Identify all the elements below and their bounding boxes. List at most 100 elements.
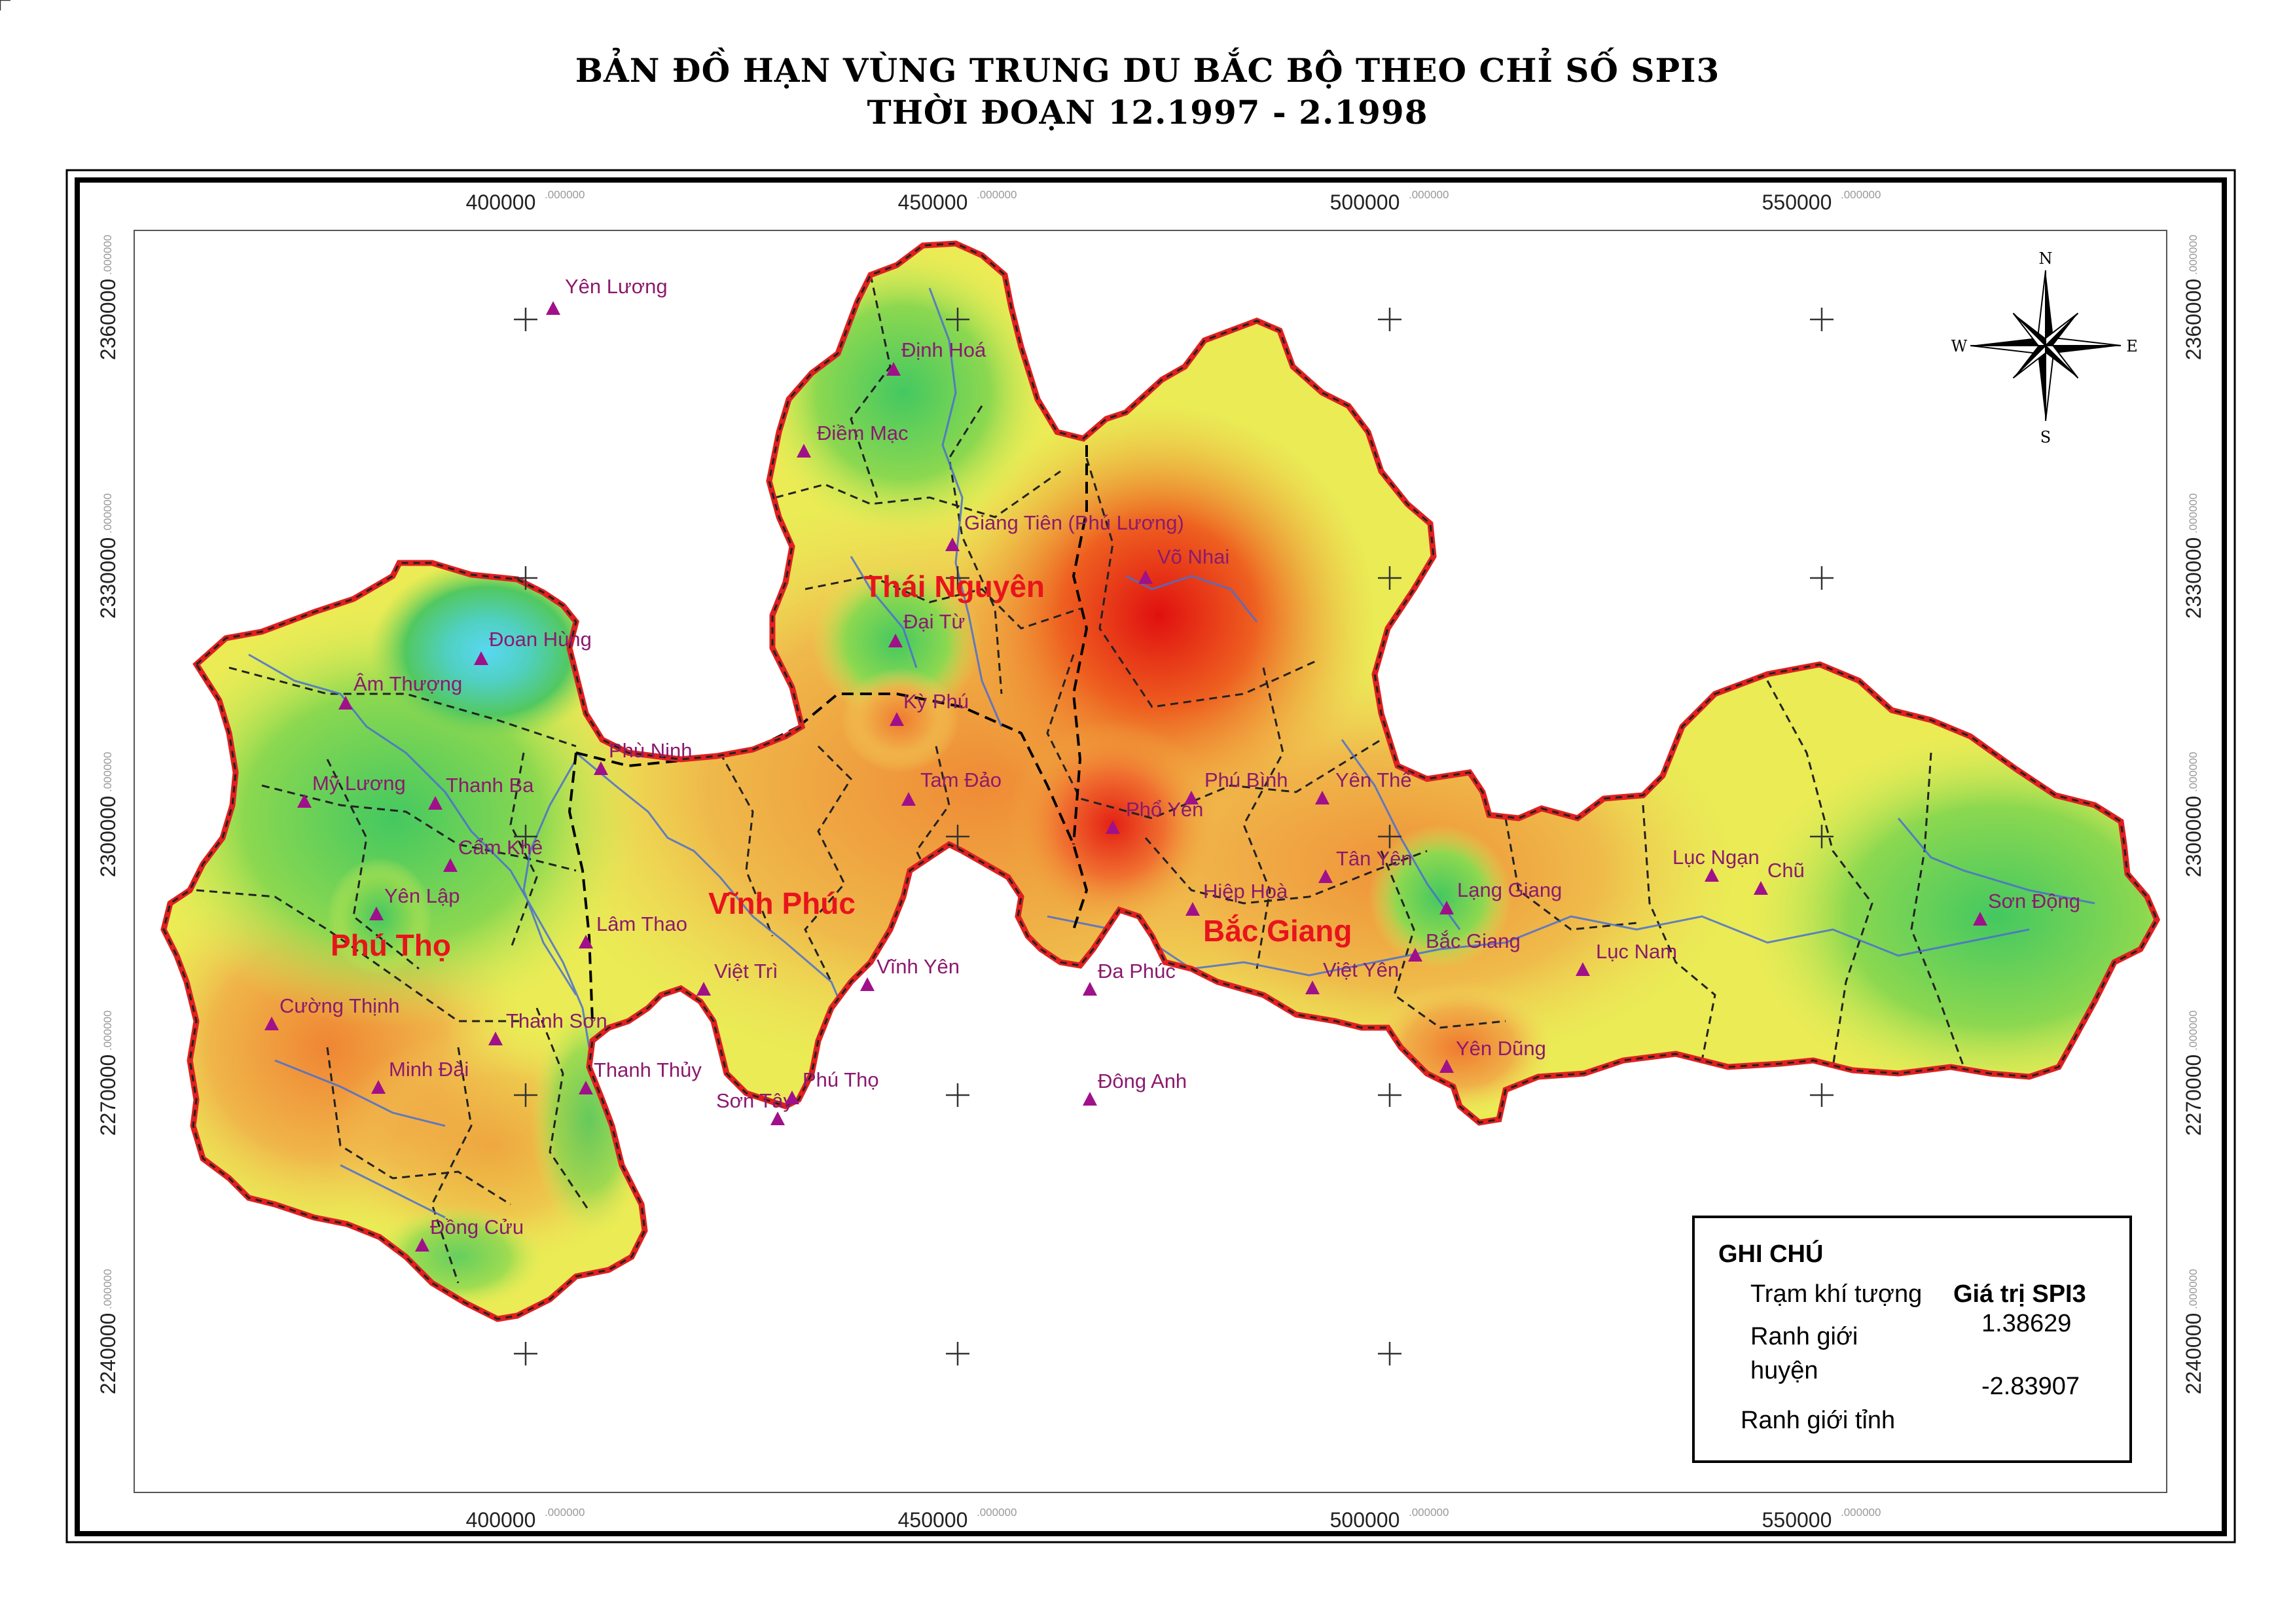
station-marker: Thanh Thủy (579, 1058, 702, 1094)
station-label: Âm Thượng (353, 672, 462, 695)
station-triangle-icon (888, 634, 903, 647)
map-title-line1: BẢN ĐỒ HẠN VÙNG TRUNG DU BẮC BỘ THEO CHỈ… (575, 51, 1720, 90)
legend-spi-title: Giá trị SPI3 (1953, 1280, 2086, 1308)
province-label-phu-tho: Phú Thọ (331, 928, 451, 962)
station-triangle-icon (1083, 1092, 1097, 1106)
station-triangle-icon (945, 537, 960, 551)
y-suffix-left-4: .000000 (101, 1011, 114, 1051)
station-marker: Cẩm Khê (443, 836, 543, 872)
station-marker: Sơn Động (1973, 890, 2080, 926)
x-axis-bottom-labels: 400000 450000 500000 550000 (466, 1508, 1832, 1532)
station-triangle-icon (1315, 791, 1329, 804)
station-marker: Minh Đài (371, 1058, 469, 1094)
station-marker: Đa Phúc (1083, 960, 1176, 996)
x-suffix-bottom-2: .000000 (977, 1506, 1017, 1519)
station-triangle-icon (474, 651, 488, 665)
station-marker: Thanh Sơn (488, 1009, 607, 1045)
station-triangle-icon (488, 1032, 503, 1045)
station-marker: Phú Bình (1184, 768, 1288, 804)
y-label-right-2300000: 2300000 (2182, 796, 2205, 878)
station-marker: Lục Nam (1576, 940, 1677, 976)
station-marker: Đại Từ (888, 610, 965, 647)
station-marker: Âm Thượng (338, 672, 462, 710)
station-marker: Việt Trì (696, 960, 778, 996)
station-triangle-icon (415, 1238, 429, 1252)
station-triangle-icon (1305, 981, 1320, 994)
inner-frame (75, 177, 2227, 1536)
station-label: Thanh Ba (446, 774, 534, 797)
station-label: Bắc Giang (1426, 929, 1521, 952)
province-label-thai-nguyen: Thái Nguyên (864, 569, 1045, 604)
station-marker: Mỹ Lương (297, 772, 406, 808)
station-triangle-icon (785, 1091, 799, 1104)
station-label: Phù Ninh (609, 739, 693, 762)
y-suffix-left-3: .000000 (101, 752, 114, 792)
province-labels: Thái Nguyên Vĩnh Phúc Phú Thọ Bắc Giang (331, 569, 1352, 962)
station-marker: Đoan Hùng (474, 628, 592, 665)
station-triangle-icon (1318, 869, 1333, 883)
station-label: Tân Yên (1336, 847, 1413, 870)
station-marker: Phù Ninh (594, 739, 693, 775)
x-axis-top-suffix: .000000 .000000 .000000 .000000 (545, 189, 1881, 201)
province-label-bac-giang: Bắc Giang (1203, 914, 1352, 948)
station-marker: Võ Nhai (1138, 545, 1229, 584)
legend-district-label-1: Ranh giới (1750, 1323, 1858, 1350)
station-label: Định Hoá (901, 338, 986, 361)
station-triangle-icon (1439, 1059, 1454, 1073)
station-triangle-icon (1439, 901, 1454, 914)
y-label-left-2360000: 2360000 (96, 279, 120, 361)
legend-district-label-2: huyện (1750, 1357, 1818, 1384)
grid-crosses (0, 0, 10, 10)
y-axis-right-labels: 2360000 2330000 2300000 2270000 2240000 (2182, 279, 2205, 1395)
station-label: Mỹ Lương (312, 772, 406, 795)
legend-spi-min: -2.83907 (1981, 1373, 2080, 1400)
station-label: Điềm Mạc (817, 422, 909, 444)
station-label: Đồng Cửu (430, 1216, 524, 1238)
station-triangle-icon (264, 1017, 279, 1030)
station-triangle-icon (886, 362, 901, 376)
y-suffix-left-5: .000000 (101, 1269, 114, 1309)
grid-cross-marks (514, 308, 1834, 1365)
station-label: Võ Nhai (1157, 545, 1229, 568)
station-triangle-icon (696, 982, 711, 996)
y-axis-left-labels: 2360000 2330000 2300000 2270000 2240000 (96, 279, 120, 1395)
station-triangle-icon (1408, 948, 1422, 962)
y-suffix-right-3: .000000 (2187, 752, 2199, 792)
legend-spi-max: 1.38629 (1981, 1310, 2072, 1337)
x-label-top-500000: 500000 (1330, 190, 1400, 214)
compass-w: W (1951, 337, 1968, 355)
province-label-vinh-phuc: Vĩnh Phúc (708, 886, 856, 920)
station-label: Sơn Tây (716, 1089, 793, 1112)
y-suffix-right-1: .000000 (2187, 235, 2199, 275)
rivers (248, 287, 2095, 1219)
station-triangle-icon (443, 858, 458, 872)
district-boundaries (196, 274, 1965, 1284)
station-label: Việt Trì (714, 960, 778, 983)
station-marker: Lạng Giang (1439, 878, 1562, 914)
x-label-bottom-400000: 400000 (466, 1508, 536, 1532)
station-marker: Yên Lương (546, 275, 668, 315)
station-label: Lục Ngạn (1672, 846, 1760, 869)
legend-station-label: Trạm khí tượng (1750, 1280, 1923, 1308)
compass-e: E (2126, 337, 2138, 355)
station-triangle-icon (1576, 962, 1590, 976)
y-suffix-right-5: .000000 (2187, 1269, 2199, 1309)
x-suffix-bottom-3: .000000 (1409, 1506, 1449, 1519)
station-marker: Phú Thọ (785, 1068, 879, 1104)
y-suffix-right-2: .000000 (2187, 494, 2199, 533)
station-triangle-icon (579, 1081, 593, 1094)
station-label: Yên Dũng (1456, 1037, 1546, 1060)
station-triangle-icon (860, 977, 875, 991)
y-label-left-2240000: 2240000 (96, 1313, 120, 1395)
station-label: Phú Thọ (803, 1068, 879, 1091)
station-label: Việt Yên (1323, 958, 1399, 981)
station-triangle-icon (579, 935, 593, 948)
station-triangle-icon (297, 794, 312, 808)
station-marker: Sơn Tây (716, 1089, 793, 1125)
station-label: Cường Thịnh (280, 994, 400, 1017)
station-triangle-icon (1106, 820, 1120, 834)
map-title-line2: THỜI ĐOẠN 12.1997 - 2.1998 (867, 93, 1428, 132)
station-triangle-icon (594, 761, 608, 775)
compass-rose-icon: N S E W (1951, 249, 2138, 446)
